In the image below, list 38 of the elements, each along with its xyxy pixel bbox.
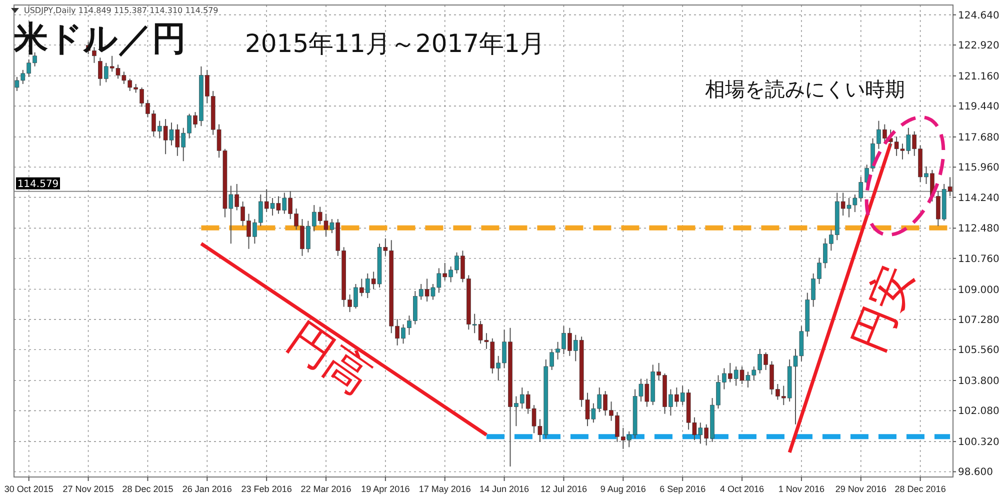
y-tick-label: 122.920	[958, 40, 1000, 52]
x-tick-label: 9 Aug 2016	[600, 484, 646, 494]
x-tick-label: 19 Apr 2016	[361, 484, 410, 494]
x-tick-label: 28 Dec 2016	[894, 484, 946, 494]
x-tick-label: 4 Oct 2016	[720, 484, 764, 494]
y-tick-label: 124.640	[958, 10, 1000, 22]
y-tick-label: 117.680	[958, 132, 1000, 144]
y-tick-label: 115.960	[958, 162, 1000, 174]
text: 2015年11月～2017年1月	[245, 29, 545, 58]
ref-line-label: 114.579	[17, 178, 59, 190]
x-tick-label: 22 Mar 2016	[300, 484, 352, 494]
x-tick-label: 23 Feb 2016	[241, 484, 292, 494]
y-tick-label: 114.240	[958, 192, 1000, 204]
y-tick-label: 100.320	[958, 437, 1000, 448]
y-tick-label: 112.480	[958, 224, 1000, 235]
y-tick-label: 102.080	[958, 406, 1000, 418]
x-tick-label: 14 Jun 2016	[480, 484, 530, 494]
x-tick-label: 17 May 2016	[418, 484, 471, 494]
x-tick-label: 30 Oct 2015	[4, 484, 54, 494]
y-tick-label: 107.280	[958, 314, 1000, 326]
y-tick-label: 109.000	[958, 284, 1000, 296]
annotation: USDJPY,Daily 114.849 115.387 114.310 114.579	[24, 6, 218, 15]
x-tick-label: 12 Jul 2016	[540, 484, 588, 494]
annotation: 相場を読みにくい時期	[705, 77, 905, 101]
y-tick-label: 105.560	[958, 345, 1000, 356]
x-tick-label: 1 Nov 2016	[778, 484, 824, 494]
x-tick-label: 27 Nov 2015	[62, 484, 114, 494]
x-tick-label: 6 Sep 2016	[660, 484, 706, 494]
y-tick-label: 119.440	[958, 102, 1000, 113]
x-tick-label: 29 Nov 2016	[835, 484, 886, 494]
x-tick-label: 28 Dec 2015	[122, 484, 174, 494]
x-tick-label: 26 Jan 2016	[182, 484, 232, 494]
y-tick-label: 121.160	[958, 71, 1000, 82]
annotation: 円高	[278, 312, 380, 404]
y-tick-label: 103.800	[958, 376, 1000, 387]
y-tick-label: 98.600	[958, 467, 993, 478]
annotation: 円安	[842, 258, 924, 360]
y-tick-label: 110.760	[958, 254, 1000, 265]
